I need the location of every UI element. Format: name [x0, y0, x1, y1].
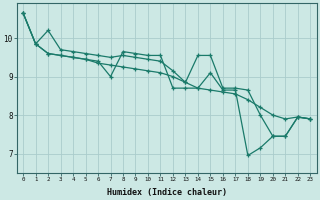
- X-axis label: Humidex (Indice chaleur): Humidex (Indice chaleur): [107, 188, 227, 197]
